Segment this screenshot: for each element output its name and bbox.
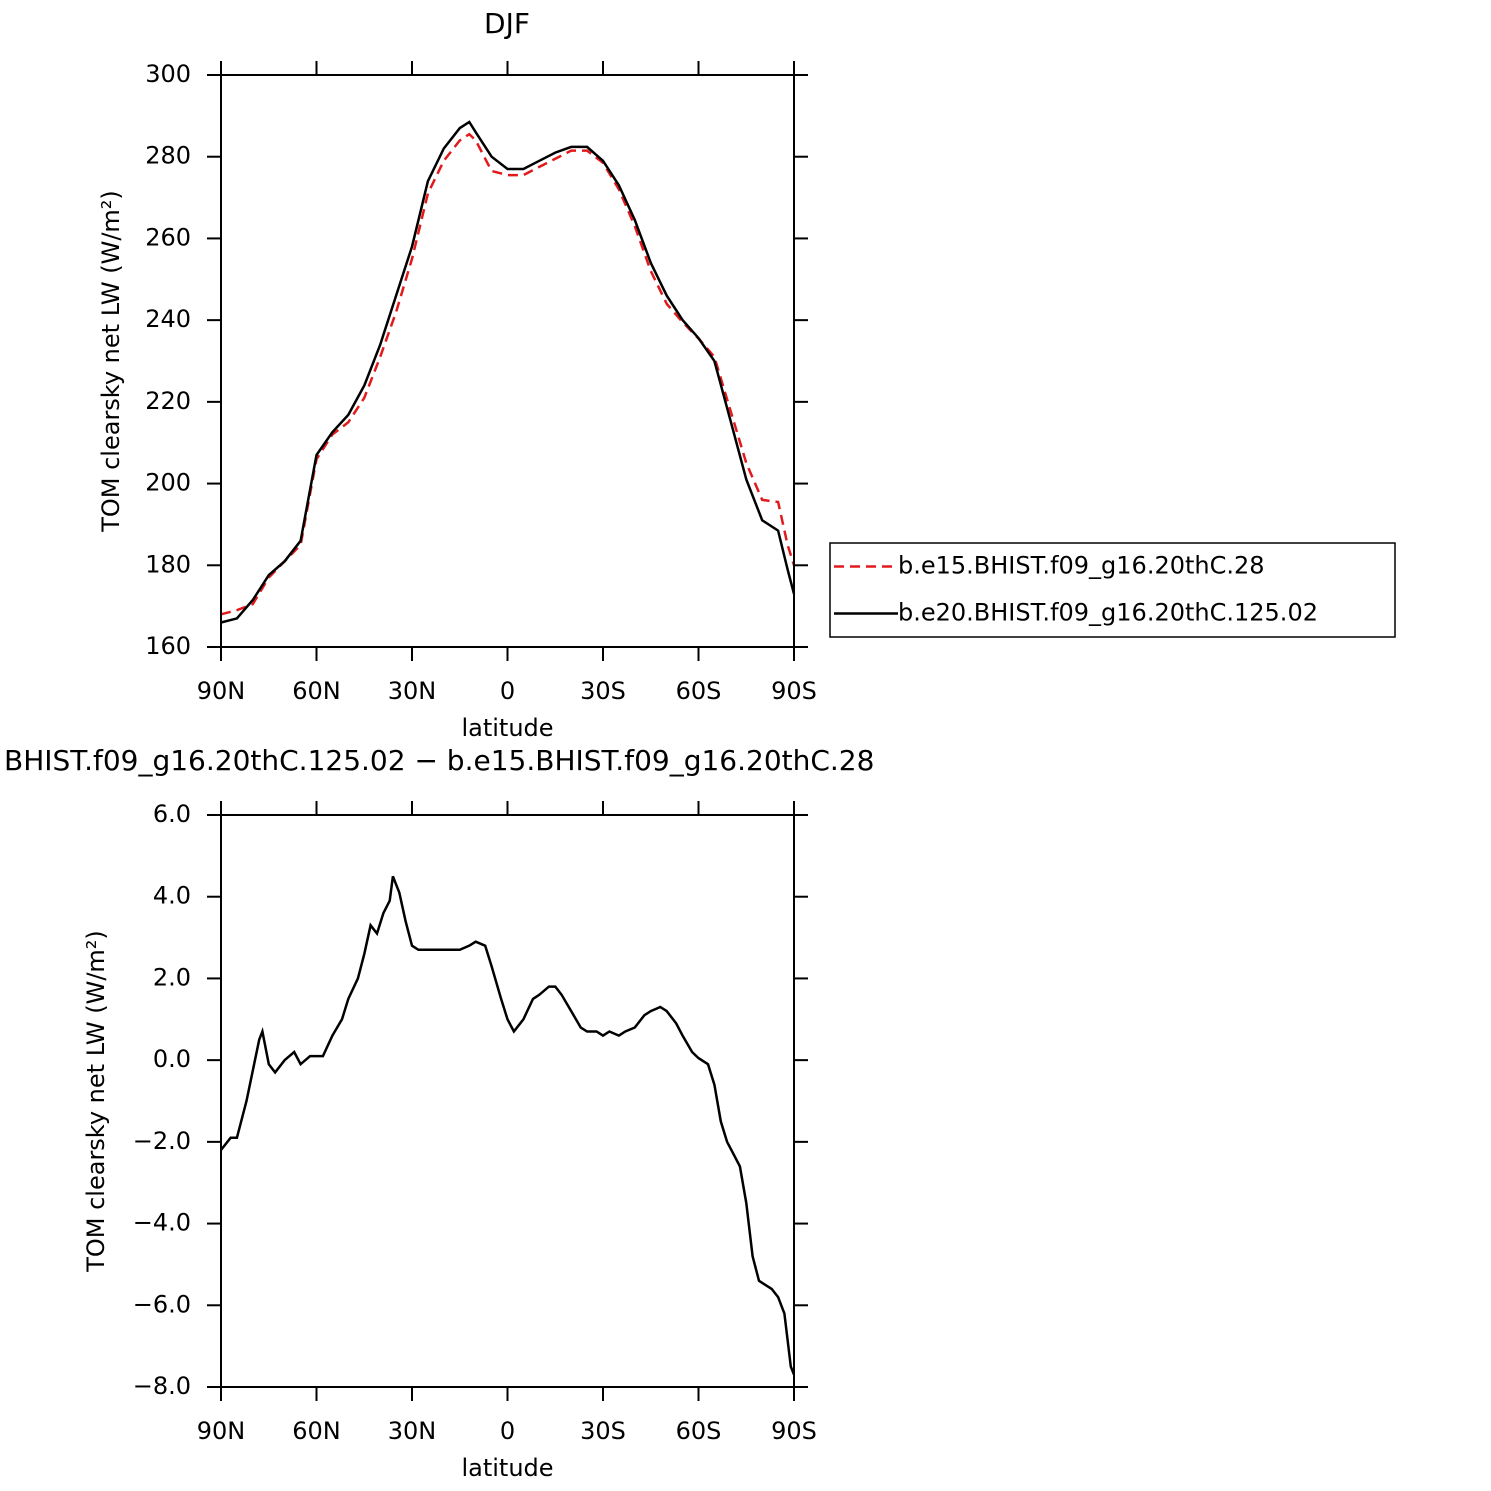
x-tick-label: 30N [388, 677, 437, 705]
y-tick-label: 220 [145, 387, 191, 415]
data-line [220, 875, 796, 1376]
y-tick-label: 2.0 [153, 963, 191, 991]
x-tick-label: 90S [771, 677, 817, 705]
data-line [220, 132, 796, 616]
x-tick-label: 90S [771, 1417, 817, 1445]
x-tick-label: 30S [580, 1417, 626, 1445]
plot-frame [220, 814, 795, 1388]
x-tick-label: 60S [676, 1417, 722, 1445]
chart-title: DJF [484, 7, 530, 40]
y-tick-label: −6.0 [133, 1290, 191, 1318]
x-axis-label: latitude [461, 1454, 553, 1482]
y-tick-label: 240 [145, 305, 191, 333]
y-tick-label: 0.0 [153, 1045, 191, 1073]
y-tick-label: −8.0 [133, 1372, 191, 1400]
legend-label: b.e20.BHIST.f09_g16.20thC.125.02 [898, 599, 1318, 627]
data-line [220, 120, 796, 624]
x-tick-label: 60N [292, 677, 341, 705]
y-axis-label: TOM clearsky net LW (W/m²) [82, 930, 110, 1273]
y-tick-label: 200 [145, 469, 191, 497]
legend-box [829, 542, 1396, 638]
y-tick-label: 6.0 [153, 800, 191, 828]
x-tick-label: 90N [197, 1417, 246, 1445]
x-tick-label: 60S [676, 677, 722, 705]
x-tick-label: 90N [197, 677, 246, 705]
x-axis-label: latitude [461, 714, 553, 742]
y-tick-label: −2.0 [133, 1127, 191, 1155]
plot-frame [220, 74, 795, 648]
x-tick-label: 60N [292, 1417, 341, 1445]
y-tick-label: −4.0 [133, 1209, 191, 1237]
x-tick-label: 0 [500, 677, 515, 705]
x-tick-label: 0 [500, 1417, 515, 1445]
y-tick-label: 160 [145, 632, 191, 660]
legend-label: b.e15.BHIST.f09_g16.20thC.28 [898, 552, 1265, 580]
x-tick-label: 30N [388, 1417, 437, 1445]
y-tick-label: 260 [145, 223, 191, 251]
y-tick-label: 280 [145, 142, 191, 170]
y-tick-label: 300 [145, 60, 191, 88]
y-axis-label: TOM clearsky net LW (W/m²) [97, 190, 125, 533]
chart-title: BHIST.f09_g16.20thC.125.02 − b.e15.BHIST… [4, 744, 874, 777]
y-tick-label: 4.0 [153, 882, 191, 910]
y-tick-label: 180 [145, 550, 191, 578]
x-tick-label: 30S [580, 677, 626, 705]
